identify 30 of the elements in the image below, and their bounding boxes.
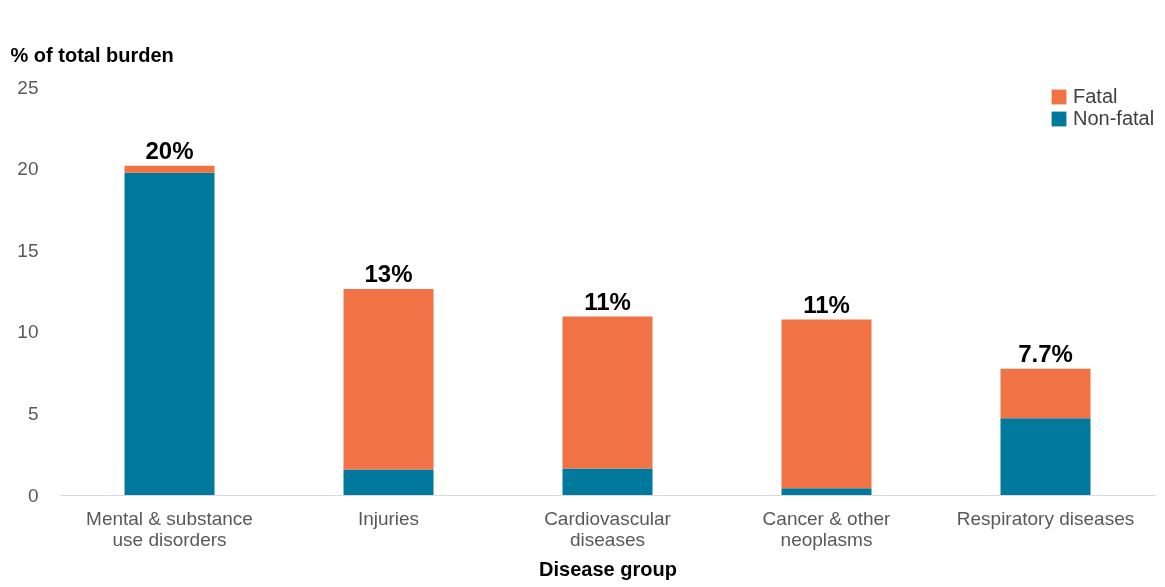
legend-label: Fatal [1073,85,1118,107]
bar [124,172,215,495]
x-tick-label: Cardiovascular diseases [544,507,672,550]
bar [1000,418,1091,495]
x-tick-label: Respiratory diseases [956,507,1135,529]
bar [343,289,434,470]
total-label: 20% [145,136,194,164]
bar [343,469,434,495]
bar [562,316,653,469]
x-tick-label: Injuries [357,507,420,529]
bar [781,319,872,489]
bar [562,468,653,495]
bar [1000,368,1091,419]
y-axis-title: % of total burden [10,43,174,66]
x-tick-label: Cancer & other neoplasms [762,507,892,550]
y-tick-label: 20 [17,158,39,180]
bar [124,165,215,173]
total-label: 13% [364,260,413,288]
total-label: 11% [584,287,631,315]
y-tick-label: 25 [17,76,39,98]
y-tick-label: 0 [27,484,39,506]
y-tick-label: 10 [17,321,39,343]
total-label: 7.7% [1018,339,1073,367]
legend-label: Non-fatal [1073,107,1155,129]
total-label: 11% [803,290,850,318]
x-axis-title: Disease group [539,557,677,580]
bar [781,488,872,495]
x-tick-label: Mental & substance use disorders [86,507,253,550]
y-tick-label: 5 [27,402,39,424]
y-tick-label: 15 [17,239,39,261]
